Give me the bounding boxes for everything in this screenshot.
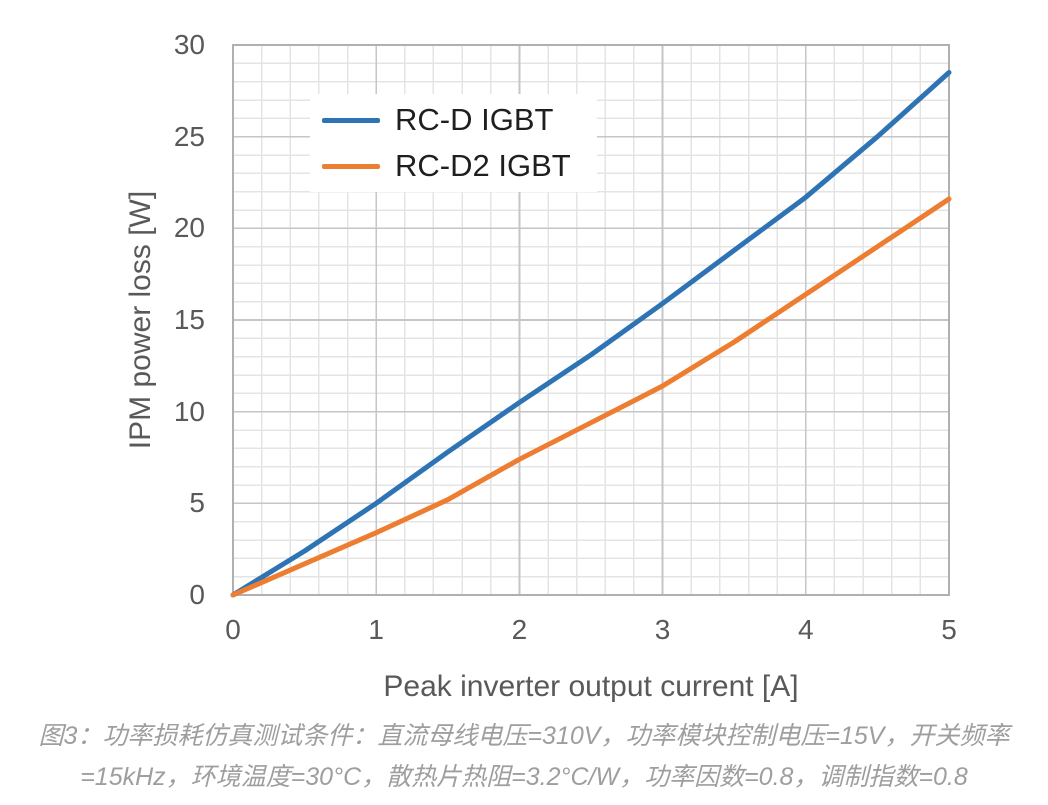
x-tick-label: 2 <box>511 614 528 645</box>
x-tick-label: 1 <box>368 614 384 645</box>
series-line-rcd <box>230 70 952 598</box>
x-tick-label: 5 <box>941 614 957 645</box>
y-tick-label: 10 <box>173 395 205 427</box>
rcd2-line-swatch-icon <box>322 163 380 169</box>
y-tick-label: 5 <box>189 487 205 519</box>
x-tick-label: 3 <box>654 614 671 645</box>
figure-caption: 图3：功率损耗仿真测试条件：直流母线电压=310V，功率模块控制电压=15V，开… <box>0 716 1048 798</box>
legend-label-rcd2: RC-D2 IGBT <box>395 147 571 183</box>
x-tick-label: 0 <box>225 614 241 645</box>
plot-border <box>232 44 950 596</box>
legend: RC-D IGBT RC-D2 IGBT <box>310 94 597 192</box>
y-tick-label: 15 <box>173 304 205 335</box>
caption-line-1: 图3：功率损耗仿真测试条件：直流母线电压=310V，功率模块控制电压=15V，开… <box>38 722 1010 750</box>
y-tick-label: 25 <box>173 120 205 152</box>
legend-item-rcd2-igbt: RC-D2 IGBT <box>322 143 571 189</box>
legend-label-rcd: RC-D IGBT <box>395 101 554 137</box>
y-axis-title: IPM power loss [W] <box>124 190 157 450</box>
series-line-rcd2 <box>230 196 952 598</box>
x-axis-title: Peak inverter output current [A] <box>383 670 799 703</box>
legend-item-rcd-igbt: RC-D IGBT <box>322 97 571 143</box>
rcd-line-swatch-icon <box>322 117 380 123</box>
caption-line-2: =15kHz，环境温度=30°C，散热片热阻=3.2°C/W，功率因数=0.8，… <box>80 763 968 791</box>
y-tick-label: 20 <box>173 212 205 244</box>
y-tick-label: 0 <box>189 579 205 610</box>
x-tick-label: 4 <box>798 614 814 645</box>
y-tick-label: 30 <box>173 29 205 60</box>
